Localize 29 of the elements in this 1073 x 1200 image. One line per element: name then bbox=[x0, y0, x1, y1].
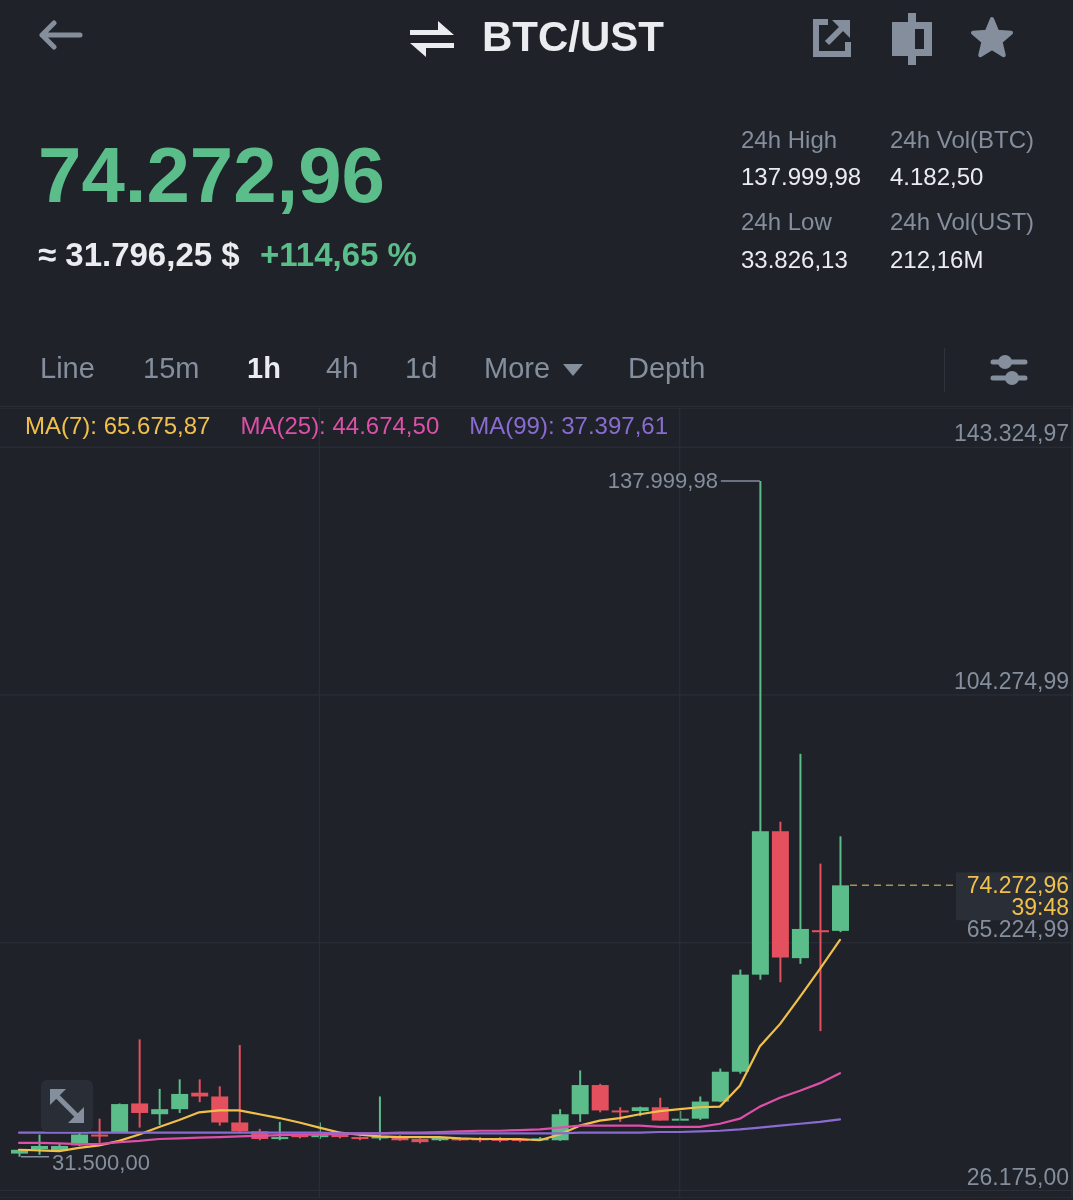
text: MA(25): 44.674,50 bbox=[240, 412, 440, 439]
text: 4.182,50 bbox=[890, 163, 984, 191]
text: 1d bbox=[405, 352, 438, 386]
annotation: 31.500,00 bbox=[52, 1150, 150, 1176]
text: 24h Vol(UST) bbox=[890, 208, 1035, 236]
y-tick-label: 26.175,00 bbox=[966, 1163, 1069, 1190]
text: 24h Vol(BTC) bbox=[890, 126, 1035, 154]
y-tick-label: 65.224,99 bbox=[966, 915, 1069, 942]
text: 4h bbox=[326, 352, 359, 386]
text: 1h bbox=[247, 352, 281, 386]
y-tick-label: 104.274,99 bbox=[953, 667, 1069, 694]
text: Line bbox=[40, 352, 95, 386]
annotation: 137.999,98 bbox=[607, 468, 718, 494]
text: 212,16M bbox=[890, 246, 984, 274]
text: 24h Low bbox=[741, 208, 832, 236]
text: 74.272,96 bbox=[38, 131, 386, 221]
y-tick-label: 143.324,97 bbox=[953, 420, 1069, 447]
text: Depth bbox=[628, 352, 706, 386]
text: 15m bbox=[143, 352, 200, 386]
text: 137.999,98 bbox=[741, 163, 862, 191]
chart-title: BTC/UST bbox=[482, 13, 664, 62]
text: MA(7): 65.675,87 bbox=[25, 412, 211, 439]
text: 33.826,13 bbox=[741, 246, 848, 274]
text: ≈ 31.796,25 $ bbox=[38, 236, 240, 274]
text: 24h High bbox=[741, 126, 838, 154]
text: More bbox=[484, 352, 551, 386]
text: +114,65 % bbox=[260, 236, 417, 274]
text: 74.272,96 bbox=[966, 872, 1069, 899]
text: MA(99): 37.397,61 bbox=[469, 412, 669, 439]
